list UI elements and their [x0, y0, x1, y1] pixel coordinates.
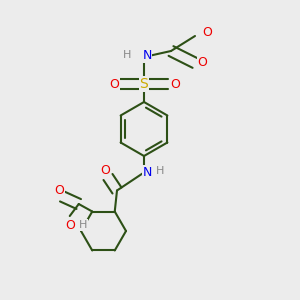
Text: H: H	[156, 166, 165, 176]
Text: N: N	[142, 49, 152, 62]
Text: O: O	[54, 184, 64, 197]
Text: O: O	[198, 56, 207, 70]
Text: O: O	[65, 218, 75, 232]
Text: O: O	[171, 77, 180, 91]
Text: S: S	[140, 77, 148, 91]
Text: N: N	[142, 166, 152, 179]
Text: O: O	[202, 26, 212, 40]
Text: H: H	[123, 50, 132, 61]
Text: O: O	[109, 77, 119, 91]
Text: H: H	[79, 220, 87, 230]
Text: O: O	[100, 164, 110, 178]
